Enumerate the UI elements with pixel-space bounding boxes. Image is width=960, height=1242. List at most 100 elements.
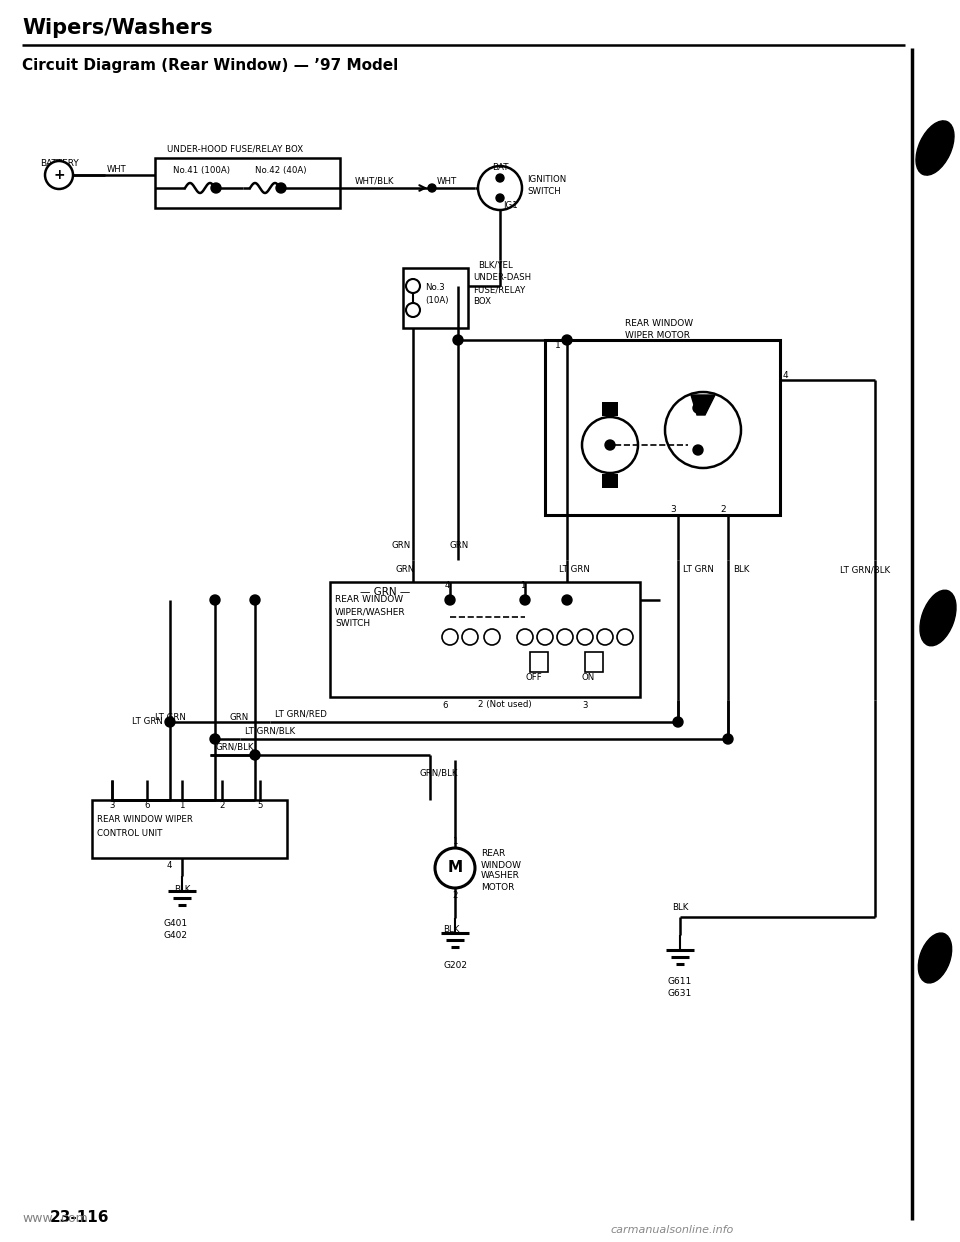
Circle shape xyxy=(517,628,533,645)
Text: 3: 3 xyxy=(670,505,676,514)
Circle shape xyxy=(577,628,593,645)
Text: 2: 2 xyxy=(452,892,458,900)
Text: GRN: GRN xyxy=(391,540,410,549)
Circle shape xyxy=(210,734,220,744)
Circle shape xyxy=(462,628,478,645)
Text: UNDER-DASH: UNDER-DASH xyxy=(473,273,531,282)
Bar xyxy=(330,582,640,697)
Text: BOX: BOX xyxy=(473,298,491,307)
Text: BAT: BAT xyxy=(492,164,509,173)
Text: SWITCH: SWITCH xyxy=(527,188,561,196)
Text: .com: .com xyxy=(58,1211,88,1225)
Circle shape xyxy=(693,402,703,414)
Circle shape xyxy=(496,174,504,183)
Text: 2: 2 xyxy=(219,801,225,811)
Text: LT GRN: LT GRN xyxy=(559,565,589,575)
Circle shape xyxy=(723,734,733,744)
Text: 1: 1 xyxy=(179,801,184,811)
Circle shape xyxy=(665,392,741,468)
Circle shape xyxy=(45,161,73,189)
Text: 5: 5 xyxy=(257,801,262,811)
Bar xyxy=(545,340,780,515)
Circle shape xyxy=(496,194,504,202)
Text: LT GRN: LT GRN xyxy=(155,713,186,723)
Circle shape xyxy=(582,417,638,473)
Text: LT GRN: LT GRN xyxy=(683,565,714,575)
Text: WINDOW: WINDOW xyxy=(481,861,522,869)
Text: 2 (Not used): 2 (Not used) xyxy=(478,700,532,709)
Text: GRN/BLK: GRN/BLK xyxy=(420,769,459,777)
Text: BLK: BLK xyxy=(443,925,460,934)
Bar xyxy=(602,402,618,416)
Circle shape xyxy=(537,628,553,645)
Circle shape xyxy=(453,335,463,345)
Ellipse shape xyxy=(916,120,954,175)
Text: www: www xyxy=(22,1211,53,1225)
Text: BLK: BLK xyxy=(733,565,750,575)
Circle shape xyxy=(442,628,458,645)
Circle shape xyxy=(428,184,436,193)
Text: 2: 2 xyxy=(720,505,726,514)
Text: G611: G611 xyxy=(668,976,692,985)
Text: No.3: No.3 xyxy=(425,283,444,293)
Text: GRN/BLK: GRN/BLK xyxy=(215,743,253,751)
Text: REAR WINDOW WIPER: REAR WINDOW WIPER xyxy=(97,816,193,825)
Circle shape xyxy=(693,445,703,455)
Text: WHT: WHT xyxy=(107,164,127,174)
Circle shape xyxy=(673,717,683,727)
Text: carmanualsonline.info: carmanualsonline.info xyxy=(610,1225,733,1235)
Bar xyxy=(530,652,548,672)
Circle shape xyxy=(406,303,420,317)
Text: 4: 4 xyxy=(445,581,450,590)
Text: G402: G402 xyxy=(164,930,188,939)
Text: G401: G401 xyxy=(164,919,188,928)
Text: WASHER: WASHER xyxy=(481,872,520,881)
Bar xyxy=(585,652,603,672)
Bar xyxy=(155,158,340,207)
Polygon shape xyxy=(691,395,715,415)
Circle shape xyxy=(597,628,613,645)
Text: REAR WINDOW: REAR WINDOW xyxy=(625,319,693,328)
Text: FUSE/RELAY: FUSE/RELAY xyxy=(473,286,525,294)
Bar xyxy=(92,800,287,858)
Text: M: M xyxy=(447,861,463,876)
Bar xyxy=(602,474,618,488)
Circle shape xyxy=(562,335,572,345)
Text: Wipers/Washers: Wipers/Washers xyxy=(22,17,212,39)
Ellipse shape xyxy=(920,590,956,646)
Text: LT GRN/BLK: LT GRN/BLK xyxy=(840,565,890,575)
Bar xyxy=(403,268,468,328)
Circle shape xyxy=(562,595,572,605)
Text: GRN: GRN xyxy=(230,713,250,723)
Circle shape xyxy=(605,440,615,450)
Text: BLK/YEL: BLK/YEL xyxy=(478,261,513,270)
Circle shape xyxy=(276,183,286,193)
Circle shape xyxy=(484,628,500,645)
Circle shape xyxy=(210,595,220,605)
Text: 1: 1 xyxy=(452,837,458,846)
Text: BATTERY: BATTERY xyxy=(40,159,79,168)
Text: SWITCH: SWITCH xyxy=(335,620,371,628)
Text: No.41 (100A): No.41 (100A) xyxy=(173,166,230,175)
Text: 23-116: 23-116 xyxy=(50,1211,109,1226)
Text: WHT/BLK: WHT/BLK xyxy=(355,176,395,185)
Text: GRN: GRN xyxy=(395,565,415,575)
Text: REAR WINDOW: REAR WINDOW xyxy=(335,595,403,605)
Text: BLK: BLK xyxy=(174,886,190,894)
Text: BLK: BLK xyxy=(672,903,688,912)
Text: (10A): (10A) xyxy=(425,297,448,306)
Text: 6: 6 xyxy=(442,700,447,709)
Text: 3: 3 xyxy=(109,801,114,811)
Circle shape xyxy=(445,595,455,605)
Circle shape xyxy=(211,183,221,193)
Text: G202: G202 xyxy=(443,961,467,970)
Text: — GRN —: — GRN — xyxy=(360,587,410,597)
Circle shape xyxy=(557,628,573,645)
Text: GRN: GRN xyxy=(450,540,469,549)
Circle shape xyxy=(435,848,475,888)
Text: CONTROL UNIT: CONTROL UNIT xyxy=(97,828,162,837)
Text: G631: G631 xyxy=(668,989,692,997)
Text: ON: ON xyxy=(582,672,595,682)
Circle shape xyxy=(617,628,633,645)
Circle shape xyxy=(250,750,260,760)
